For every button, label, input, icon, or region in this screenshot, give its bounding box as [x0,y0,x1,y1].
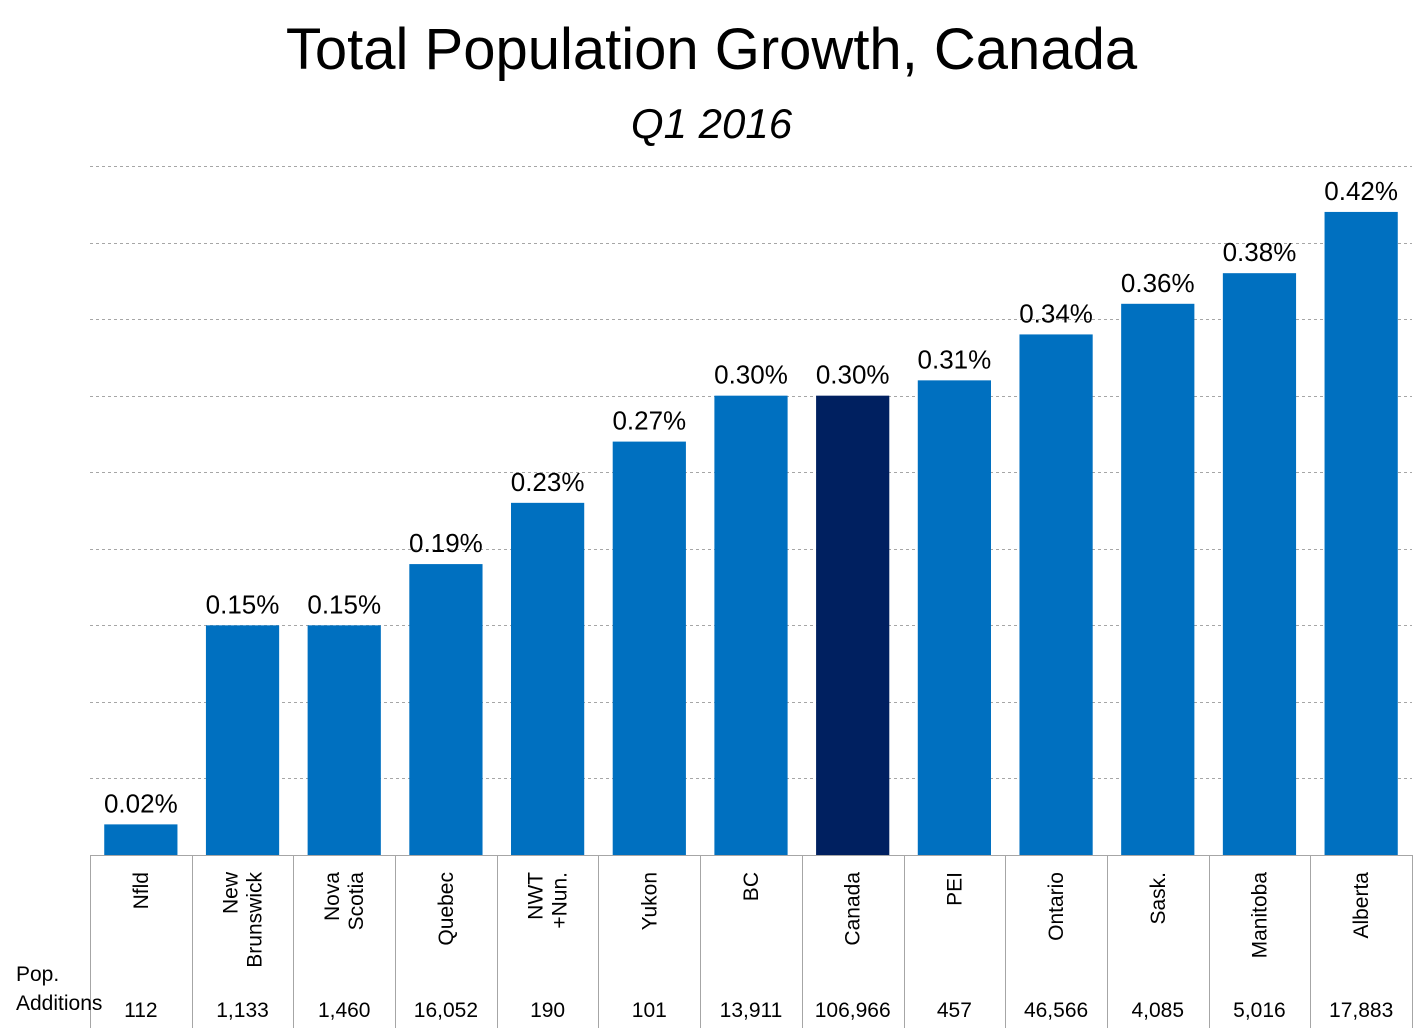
pop-addition-8: 457 [937,999,972,1022]
category-label-8: PEI [943,872,966,906]
bar-4 [511,502,585,855]
category-line: Canada [842,872,865,946]
category-line: BC [740,872,763,901]
svg-text:Sask.: Sask. [1147,872,1170,925]
svg-text:Manitoba: Manitoba [1248,872,1271,959]
value-label-2: 0.15% [307,589,381,619]
category-line: Nova [321,872,344,921]
additions-label: Additions [16,992,103,1015]
pop-addition-7: 106,966 [815,999,891,1022]
category-line: Brunswick [244,872,267,968]
category-line: Ontario [1045,872,1068,941]
category-line: Scotia [345,872,368,931]
pop-label: Pop. [16,963,60,986]
bar-7 [816,395,890,855]
category-label-1: NewBrunswick [220,871,267,968]
category-line: Manitoba [1248,872,1271,959]
category-line: Quebec [435,872,458,946]
category-line: New [220,871,243,914]
svg-text:NewBrunswick: NewBrunswick [220,871,267,968]
bar-3 [409,564,483,855]
pop-addition-0: 112 [124,999,157,1022]
pop-addition-1: 1,133 [216,999,269,1022]
svg-text:NWT+Nun.: NWT+Nun. [525,872,572,929]
bar-1 [205,625,280,855]
value-label-3: 0.19% [409,528,483,558]
category-line: Alberta [1350,872,1373,939]
value-label-12: 0.42% [1324,176,1398,206]
pop-addition-12: 17,883 [1329,999,1393,1022]
svg-text:Canada: Canada [842,872,865,946]
category-line: NWT [525,872,548,920]
value-label-6: 0.30% [714,360,788,390]
value-label-1: 0.15% [206,589,280,619]
bar-9 [1019,334,1093,855]
value-label-11: 0.38% [1223,237,1297,267]
category-label-2: NovaScotia [321,872,368,931]
pop-addition-6: 13,911 [720,999,783,1022]
svg-text:Alberta: Alberta [1350,872,1373,939]
pop-addition-9: 46,566 [1024,999,1088,1022]
category-label-5: Yukon [638,872,661,930]
category-label-9: Ontario [1045,872,1068,941]
category-label-12: Alberta [1350,872,1373,939]
bar-5 [612,441,686,855]
category-line: Yukon [638,872,661,930]
bar-0 [104,824,178,855]
pop-addition-5: 101 [632,999,667,1022]
value-label-0: 0.02% [104,788,178,818]
pop-addition-2: 1,460 [318,999,371,1022]
value-label-5: 0.27% [612,406,686,436]
pop-addition-11: 5,016 [1233,999,1286,1022]
bar-12 [1324,211,1398,855]
bar-8 [917,380,991,855]
category-label-6: BC [740,872,763,901]
svg-text:Ontario: Ontario [1045,872,1068,941]
svg-text:NovaScotia: NovaScotia [321,872,368,931]
svg-text:BC: BC [740,872,763,901]
category-label-0: Nfld [130,872,153,909]
svg-text:Yukon: Yukon [638,872,661,930]
chart-title: Total Population Growth, Canada [285,17,1138,82]
category-label-4: NWT+Nun. [525,872,572,929]
value-label-8: 0.31% [918,344,992,374]
value-label-10: 0.36% [1121,268,1195,298]
pop-addition-4: 190 [530,999,565,1022]
bar-2 [307,625,381,855]
category-label-10: Sask. [1147,872,1170,925]
category-line: Sask. [1147,872,1170,925]
chart-subtitle: Q1 2016 [630,100,793,147]
value-label-7: 0.30% [816,360,890,390]
svg-text:Nfld: Nfld [130,872,153,909]
category-line: +Nun. [549,872,572,929]
category-label-7: Canada [842,872,865,946]
value-label-4: 0.23% [511,467,585,497]
category-line: Nfld [130,872,153,909]
bar-11 [1222,273,1297,856]
category-label-3: Quebec [435,872,458,946]
svg-text:PEI: PEI [943,872,966,906]
value-label-9: 0.34% [1019,298,1093,328]
bar-6 [714,395,788,855]
pop-addition-3: 16,052 [414,999,478,1022]
category-line: PEI [943,872,966,906]
svg-text:Quebec: Quebec [435,872,458,946]
pop-addition-10: 4,085 [1131,999,1184,1022]
bar-10 [1121,303,1195,855]
category-label-11: Manitoba [1248,872,1271,959]
